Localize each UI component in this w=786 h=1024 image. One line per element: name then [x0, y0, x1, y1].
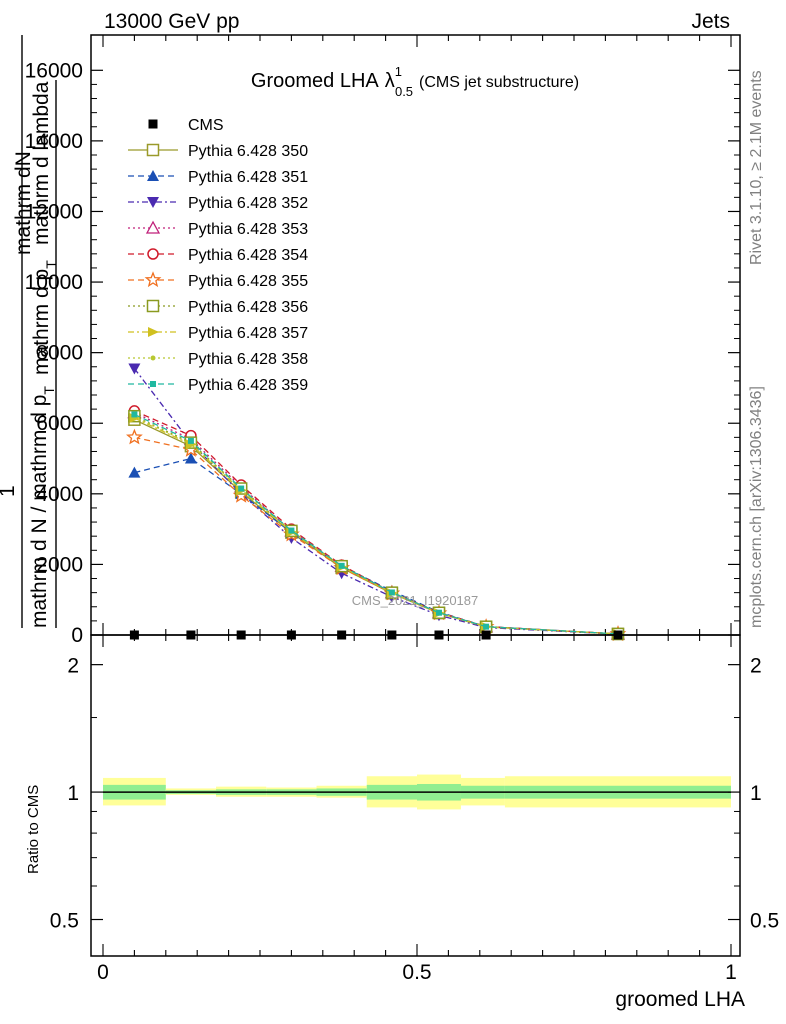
- x-axis-label: groomed LHA: [615, 988, 745, 1011]
- data-point-marker: [128, 363, 141, 375]
- data-point-marker: [148, 327, 159, 337]
- main-y-tick-label: 0: [71, 624, 83, 647]
- y-label-numerator-pt: mathrm d pT: [30, 260, 59, 375]
- y-label-numerator: mathrm dN: [12, 151, 35, 255]
- data-point-marker: [146, 299, 160, 313]
- ratio-y-tick-label: 1: [67, 782, 79, 805]
- legend-label: Pythia 6.428 352: [188, 195, 308, 212]
- series-line: [134, 415, 618, 635]
- data-point-marker: [147, 248, 159, 260]
- watermark-label: CMS_2021_I1920187: [352, 593, 479, 608]
- main-y-tick-label: 6000: [36, 412, 83, 435]
- main-y-tick-label: 14000: [25, 130, 83, 153]
- main-y-tick-label: 16000: [25, 59, 83, 82]
- data-point-marker: [288, 527, 295, 534]
- series-line: [134, 413, 618, 635]
- y-label-one: 1: [0, 485, 19, 497]
- legend-entry: Pythia 6.428 355: [128, 271, 308, 290]
- rivet-version-label: Rivet 3.1.10, ≥ 2.1M events: [748, 70, 765, 265]
- series-line: [134, 416, 618, 635]
- ratio-y-tick-label: 2: [67, 655, 79, 678]
- legend-label: Pythia 6.428 358: [188, 351, 308, 368]
- main-y-tick-label: 10000: [25, 271, 83, 294]
- ratio-y-tick-label-right: 2: [750, 655, 762, 678]
- ratio-bands: [103, 774, 731, 810]
- legend-entry: Pythia 6.428 359: [128, 377, 308, 394]
- legend-label: Pythia 6.428 357: [188, 325, 308, 342]
- x-tick-label: 1: [725, 961, 737, 984]
- legend-label: Pythia 6.428 350: [188, 143, 308, 160]
- data-point-marker: [144, 271, 162, 288]
- series-pythia-6-428-351: [128, 452, 624, 639]
- main-y-tick-label: 8000: [36, 342, 83, 365]
- data-point-marker: [338, 562, 345, 569]
- main-y-tick-label: 4000: [36, 483, 83, 506]
- y-label-numerator-lambda: mathrm d lambda: [30, 81, 53, 245]
- main-series: [126, 363, 627, 642]
- legend-label: Pythia 6.428 359: [188, 377, 308, 394]
- data-point-marker: [435, 609, 442, 616]
- main-y-tick-label: 2000: [36, 553, 83, 576]
- legend-label: Pythia 6.428 351: [188, 169, 308, 186]
- x-tick-label: 0: [97, 961, 109, 984]
- ratio-panel: 0.5 0.5 1 1 2 2 0 0.5 1 Ratio to CMS groomed LHA: [25, 634, 779, 1011]
- main-ticks: 0 2000 4000 6000 8000 10000 12000 14000 16000: [25, 35, 740, 647]
- legend-label: Pythia 6.428 353: [188, 221, 308, 238]
- series-line: [134, 436, 618, 635]
- data-point-marker: [128, 466, 141, 478]
- legend-entry: Pythia 6.428 350: [128, 143, 308, 160]
- series-pythia-6-428-355: [126, 428, 627, 642]
- legend-entry: Pythia 6.428 353: [128, 220, 308, 238]
- data-point-marker: [147, 170, 159, 181]
- main-title: Groomed LHA λ1 0.5(CMS jet substructure): [251, 64, 579, 99]
- ratio-y-tick-label-right: 1: [750, 782, 762, 805]
- legend-entry: Pythia 6.428 354: [128, 247, 308, 264]
- x-tick-label: 0.5: [402, 961, 431, 984]
- data-point-marker: [146, 143, 160, 157]
- data-point-marker: [126, 428, 143, 445]
- header-left-label: 13000 GeV pp: [104, 10, 239, 33]
- legend-label: Pythia 6.428 356: [188, 299, 308, 316]
- ratio-y-tick-label-right: 0.5: [750, 910, 779, 933]
- ratio-frame: [90, 634, 741, 957]
- legend-entry: Pythia 6.428 351: [128, 169, 308, 186]
- legend-label: CMS: [188, 117, 224, 134]
- legend-label: Pythia 6.428 355: [188, 273, 308, 290]
- legend-entry: Pythia 6.428 357: [128, 325, 308, 342]
- data-point-marker: [148, 119, 158, 129]
- main-panel: 0 2000 4000 6000 8000 10000 12000 14000 16000 Gr…: [0, 34, 741, 647]
- data-point-marker: [184, 452, 197, 464]
- legend-label: Pythia 6.428 354: [188, 247, 308, 264]
- ratio-ticks: 0.5 0.5 1 1 2 2 0 0.5 1: [50, 635, 779, 984]
- data-point-marker: [150, 355, 156, 361]
- legend-entry: Pythia 6.428 356: [128, 299, 308, 316]
- main-y-tick-label: 12000: [25, 200, 83, 223]
- legend: CMS Pythia 6.428 350 Pythia 6.428 351 Pythi…: [128, 117, 308, 394]
- header-right-label: Jets: [691, 10, 730, 33]
- data-point-marker: [131, 411, 138, 418]
- data-point-marker: [187, 437, 194, 444]
- y-label-denominator: mathrm d N / mathrm d pT: [28, 386, 57, 628]
- mcplots-label: mcplots.cern.ch [arXiv:1306.3436]: [748, 386, 765, 628]
- ratio-y-axis-label: Ratio to CMS: [25, 785, 42, 874]
- data-point-marker: [388, 589, 395, 596]
- data-point-marker: [483, 623, 490, 630]
- data-point-marker: [145, 220, 161, 234]
- main-y-axis-label: mathrm dN mathrm d pT mathrm d lambda 1 …: [0, 35, 59, 628]
- data-point-marker: [150, 381, 156, 387]
- legend-entry: CMS: [148, 117, 224, 134]
- data-point-marker: [238, 485, 245, 492]
- data-point-marker: [147, 197, 159, 208]
- legend-entry: Pythia 6.428 358: [128, 351, 308, 368]
- ratio-y-tick-label: 0.5: [50, 910, 79, 933]
- legend-entry: Pythia 6.428 352: [128, 195, 308, 212]
